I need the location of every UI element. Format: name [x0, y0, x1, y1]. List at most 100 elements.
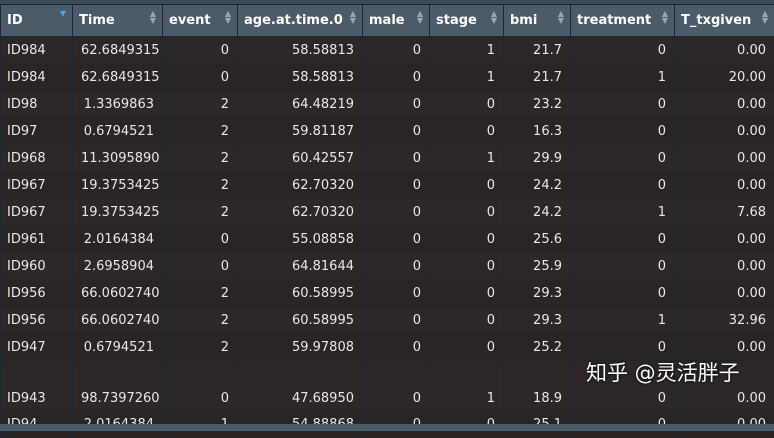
cell-event: 0 — [163, 226, 238, 253]
column-header-t_txgiven[interactable]: T_txgiven ▲▼ — [675, 5, 774, 37]
cell-t_txgiven: 20.00 — [675, 64, 774, 91]
cell-t_txgiven: 32.96 — [675, 307, 774, 334]
cell-male: 0 — [363, 91, 430, 118]
cell-bmi: 21.7 — [504, 37, 571, 64]
cell-stage: 0 — [430, 118, 504, 145]
column-header-stage[interactable]: stage▲▼ — [430, 5, 504, 37]
sort-icon[interactable]: ▲▼ — [558, 10, 564, 24]
cell-stage: 1 — [430, 64, 504, 91]
column-label: treatment — [577, 13, 651, 28]
cell-age-at-time-0: 60.42557 — [238, 145, 363, 172]
column-header-age-at-time-0[interactable]: age.at.time.0▲▼ — [238, 5, 363, 37]
cell-stage: 0 — [430, 226, 504, 253]
column-header-male[interactable]: male ▲▼ — [363, 5, 430, 37]
cell-treatment: 1 — [571, 199, 675, 226]
cell-event: 0 — [163, 37, 238, 64]
column-header-bmi[interactable]: bmi▲▼ — [504, 5, 571, 37]
horizontal-scrollbar[interactable] — [0, 424, 774, 431]
cell-id: ID967 — [1, 172, 73, 199]
cell-male: 0 — [363, 280, 430, 307]
cell-age-at-time-0: 58.58813 — [238, 37, 363, 64]
cell-age-at-time-0: 55.08858 — [238, 226, 363, 253]
cell-t_txgiven: 0.00 — [675, 334, 774, 361]
cell-event: 2 — [163, 280, 238, 307]
cell-event: 2 — [163, 199, 238, 226]
sort-icon[interactable]: ▲▼ — [150, 10, 156, 24]
cell-treatment: 0 — [571, 172, 675, 199]
cell-male: 0 — [363, 118, 430, 145]
cell-treatment: 0 — [571, 334, 675, 361]
cell-bmi: 25.2 — [504, 334, 571, 361]
cell-id: ID956 — [1, 280, 73, 307]
cell-bmi: 16.3 — [504, 118, 571, 145]
cell-treatment: 0 — [571, 145, 675, 172]
column-header-event[interactable]: event ▲▼ — [163, 5, 238, 37]
cell-id: ID960 — [1, 253, 73, 280]
cell-age-at-time-0: 64.81644 — [238, 253, 363, 280]
column-header-treatment[interactable]: treatment ▲▼ — [571, 5, 675, 37]
cell-event: 0 — [163, 64, 238, 91]
cell-age-at-time-0: 62.70320 — [238, 199, 363, 226]
cell-t_txgiven: 0.00 — [675, 145, 774, 172]
cell-bmi: 25.6 — [504, 226, 571, 253]
cell-male: 0 — [363, 199, 430, 226]
cell-male: 0 — [363, 307, 430, 334]
cell-time: 62.6849315 — [73, 64, 163, 91]
cell-treatment: 0 — [571, 280, 675, 307]
cell-male: 0 — [363, 226, 430, 253]
cell-t_txgiven: 0.00 — [675, 118, 774, 145]
cell-bmi: 29.9 — [504, 145, 571, 172]
column-label: male — [369, 13, 405, 28]
cell-time: 19.3753425 — [73, 199, 163, 226]
cell-stage: 1 — [430, 37, 504, 64]
cell-id: ID956 — [1, 307, 73, 334]
cell-id: ID947 — [1, 334, 73, 361]
cell-t_txgiven: 0.00 — [675, 172, 774, 199]
cell-treatment: 1 — [571, 307, 675, 334]
column-label: event — [169, 13, 211, 28]
column-header-time[interactable]: Time▲▼ — [73, 5, 163, 37]
cell-time: 62.6849315 — [73, 37, 163, 64]
cell-id: ID968 — [1, 145, 73, 172]
cell-id: ID97 — [1, 118, 73, 145]
sort-icon[interactable]: ▲▼ — [225, 10, 231, 24]
cell-t_txgiven: 0.00 — [675, 91, 774, 118]
cell-treatment: 0 — [571, 37, 675, 64]
sort-icon[interactable]: ▲▼ — [491, 10, 497, 24]
cell-stage: 1 — [430, 145, 504, 172]
cell-male: 0 — [363, 361, 430, 411]
cell-id: ID967 — [1, 199, 73, 226]
cell-treatment: 1 — [571, 64, 675, 91]
cell-time: 1.3369863 — [73, 91, 163, 118]
cell-bmi: 18.9 — [504, 361, 571, 411]
cell-male: 0 — [363, 253, 430, 280]
sort-icon[interactable]: ▲▼ — [662, 10, 668, 24]
cell-male: 0 — [363, 37, 430, 64]
sort-icon[interactable]: ▲▼ — [417, 10, 423, 24]
column-header-id[interactable]: ID▼ — [1, 5, 73, 37]
sort-icon[interactable]: ▲▼ — [350, 10, 356, 24]
sort-icon[interactable]: ▲▼ — [762, 10, 768, 24]
watermark: 知乎 @灵活胖子 — [586, 361, 740, 385]
cell-stage: 1 — [430, 361, 504, 411]
column-label: T_txgiven — [681, 13, 751, 28]
cell-t_txgiven: 0.00 — [675, 253, 774, 280]
sort-descending-icon[interactable]: ▼ — [60, 10, 66, 17]
cell-stage: 0 — [430, 91, 504, 118]
cell-bmi: 24.2 — [504, 172, 571, 199]
cell-time: 0.6794521 — [73, 334, 163, 361]
cell-event: 0 — [163, 253, 238, 280]
cell-stage: 0 — [430, 334, 504, 361]
